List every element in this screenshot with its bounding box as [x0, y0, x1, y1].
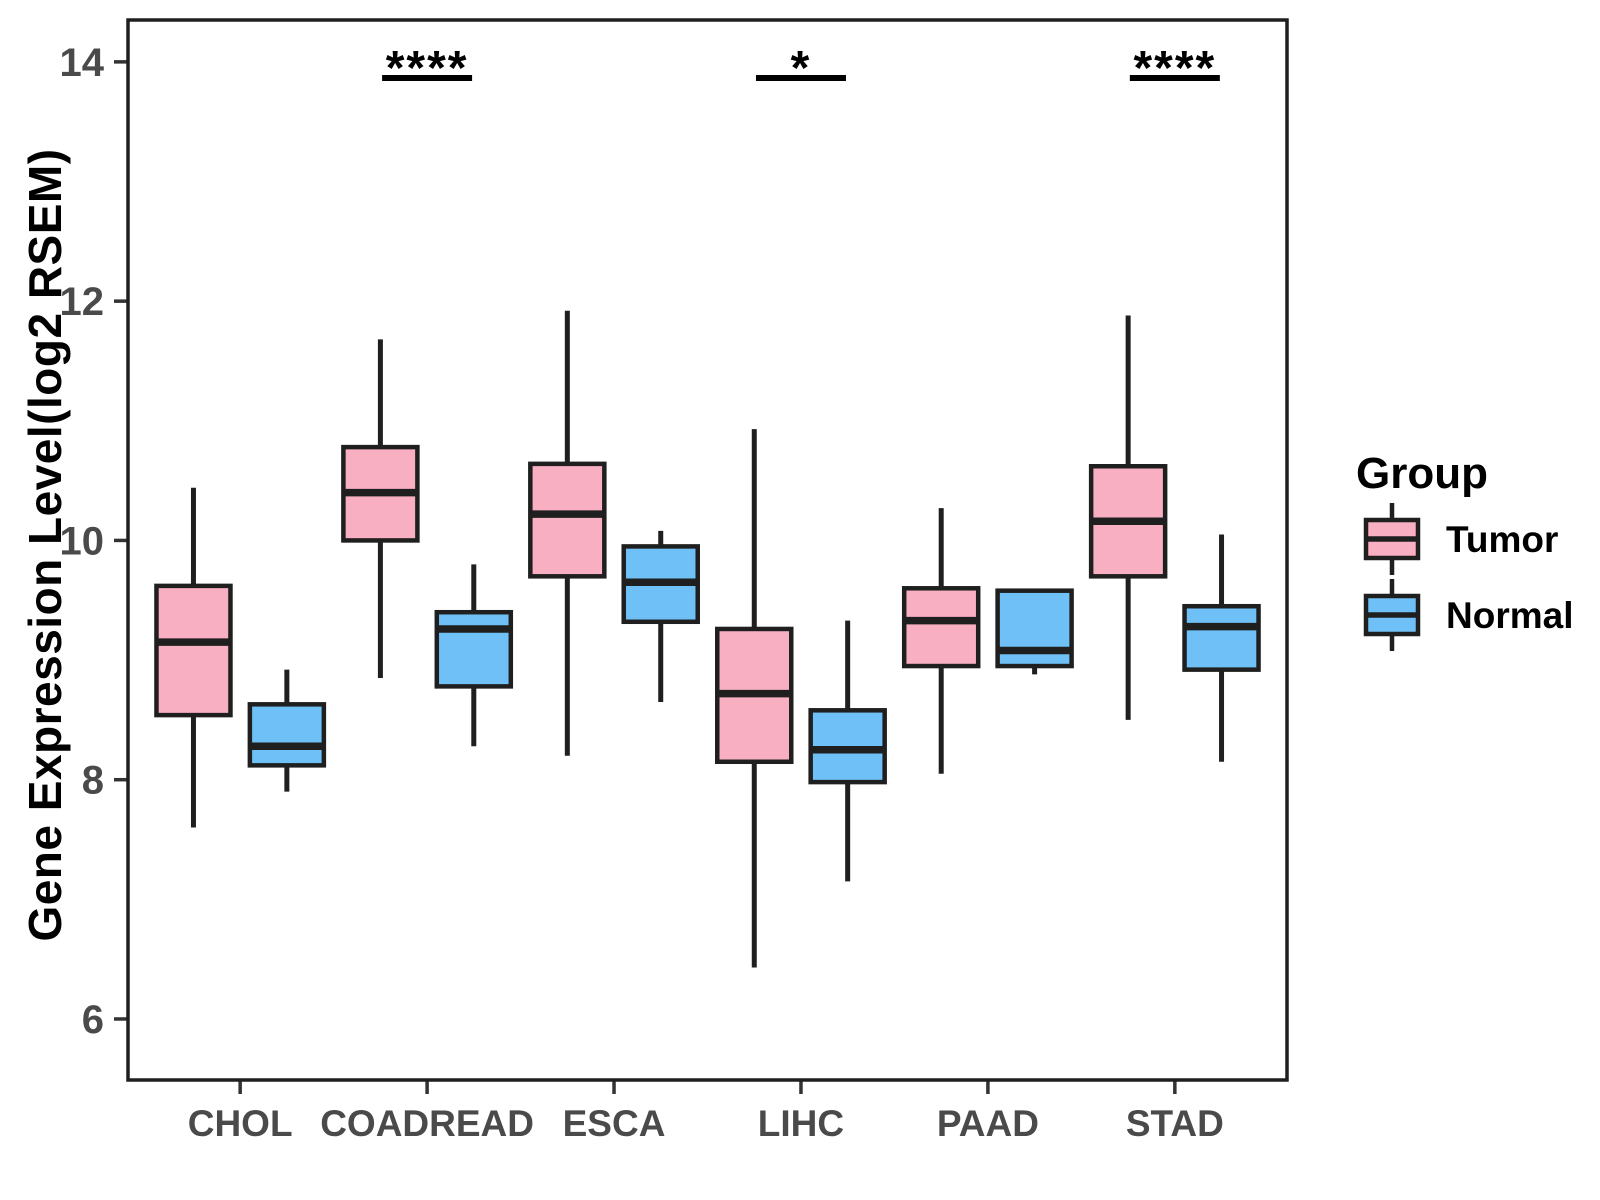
- y-tick-label: 6: [82, 998, 104, 1042]
- significance-COADREAD: ****: [382, 42, 473, 95]
- y-tick-label: 8: [82, 759, 104, 803]
- x-tick-label: LIHC: [758, 1103, 844, 1144]
- legend-label: Tumor: [1446, 519, 1558, 560]
- panel-border: [126, 18, 1289, 1082]
- box-rect: [901, 586, 981, 669]
- box-LIHC-Tumor: [715, 429, 794, 968]
- x-tick-label: CHOL: [188, 1103, 293, 1144]
- box-ESCA-Normal: [621, 530, 700, 702]
- legend-key-normal: [1363, 579, 1421, 651]
- significance-stars: ****: [386, 42, 469, 95]
- box-CHOL-Normal: [247, 669, 327, 792]
- box-rect: [995, 588, 1074, 669]
- box-ESCA-Tumor: [528, 310, 607, 756]
- legend-title: Group: [1356, 449, 1488, 498]
- x-tick-label: PAAD: [937, 1103, 1039, 1144]
- box-COADREAD-Normal: [434, 564, 514, 747]
- box-COADREAD-Tumor: [341, 339, 420, 679]
- box-rect: [154, 583, 233, 718]
- box-CHOL-Tumor: [154, 487, 233, 828]
- significance-STAD: ****: [1129, 42, 1220, 95]
- legend-key-tumor: [1363, 503, 1421, 575]
- box-STAD-Tumor: [1088, 315, 1168, 720]
- significance-stars: ****: [1133, 42, 1216, 95]
- box-STAD-Normal: [1182, 534, 1261, 762]
- box-rect: [1182, 603, 1261, 672]
- box-LIHC-Normal: [808, 620, 887, 882]
- box-rect: [528, 461, 607, 579]
- box-PAAD-Normal: [995, 588, 1074, 675]
- y-tick-label: 10: [60, 519, 105, 563]
- x-tick-label: ESCA: [563, 1103, 666, 1144]
- x-tick-label: COADREAD: [320, 1103, 534, 1144]
- x-tick-label: STAD: [1126, 1103, 1224, 1144]
- y-tick-label: 12: [60, 280, 105, 324]
- significance-LIHC: *: [755, 42, 846, 95]
- significance-stars: *: [791, 42, 812, 95]
- y-axis-title: Gene Expression Level(log2 RSEM): [19, 148, 71, 942]
- box-PAAD-Tumor: [901, 508, 981, 774]
- y-tick-label: 14: [60, 41, 105, 85]
- legend-label: Normal: [1446, 595, 1573, 636]
- box-rect: [434, 609, 514, 689]
- box-rect: [247, 702, 327, 768]
